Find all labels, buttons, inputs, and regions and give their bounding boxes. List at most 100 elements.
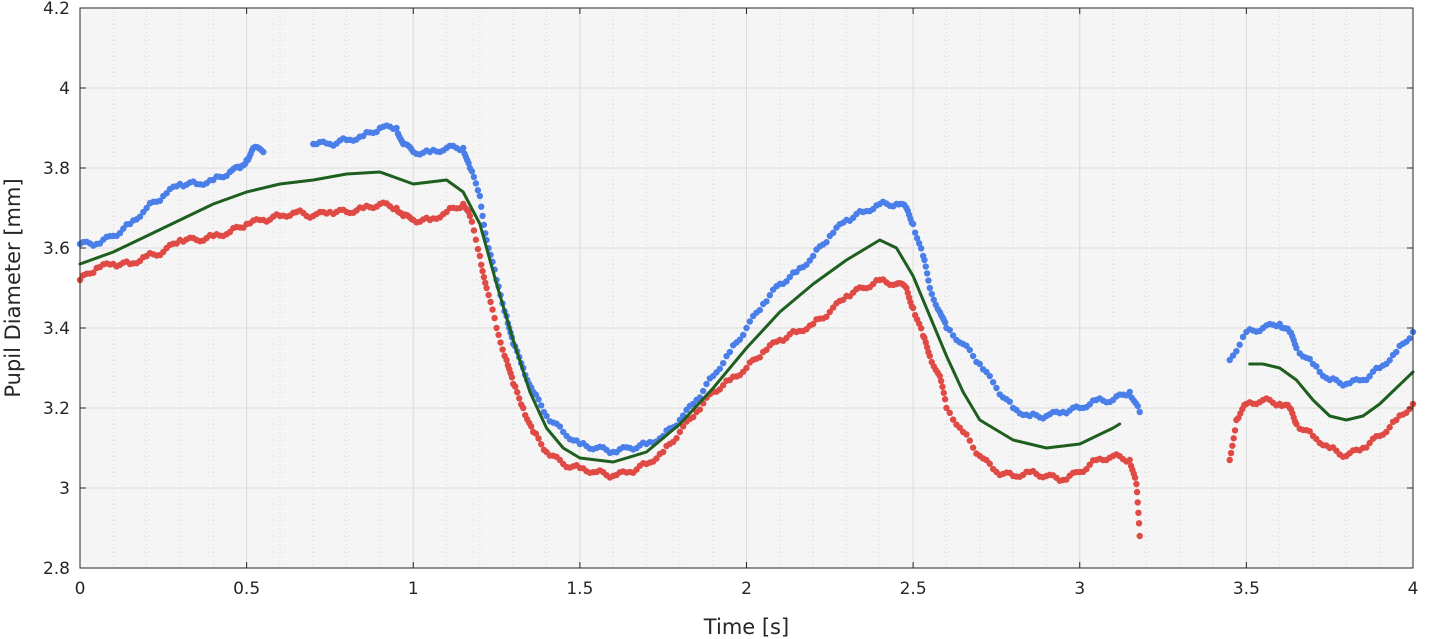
data-point [1135,509,1142,517]
data-point [966,437,973,444]
y-tick-label: 2.8 [43,559,70,579]
data-point [941,319,949,326]
data-point [1293,344,1300,352]
fitted-line [1248,362,1415,422]
data-point [926,352,933,360]
data-point [941,396,949,403]
data-point [946,409,953,417]
data-point [743,364,750,372]
data-point [921,256,928,264]
data-point [923,270,931,277]
data-point [716,365,724,372]
data-point [904,289,911,296]
x-tick-label: 0 [75,579,86,599]
data-point [1366,373,1373,380]
data-point [922,263,929,270]
data-point [1133,480,1140,488]
data-point [1239,333,1247,341]
series-green [78,170,1415,464]
data-point [1229,352,1237,359]
y-tick-label: 3.8 [43,159,70,179]
data-point [503,356,510,364]
data-point [703,380,710,388]
data-point [943,404,950,412]
y-tick-label: 3.2 [43,399,70,419]
data-point [993,384,1000,392]
y-tick-label: 3.4 [43,319,70,339]
x-tick-label: 3 [1074,579,1085,599]
data-point [478,203,485,210]
data-point [653,455,660,462]
data-point [1393,348,1400,356]
data-point [1363,444,1370,451]
data-point [260,148,267,156]
data-point [472,236,480,243]
data-point [719,382,727,389]
x-tick-label: 2 [741,579,752,599]
data-point [689,413,697,421]
data-point [474,187,482,194]
data-point [535,396,542,403]
data-point [1230,435,1237,442]
data-point [786,273,794,281]
data-point [470,227,478,234]
series-layer [76,122,1417,540]
data-point [1383,428,1390,436]
data-point [969,352,977,360]
data-point [1006,398,1013,405]
data-point [1083,465,1090,473]
data-point [478,261,485,268]
data-point [495,331,502,339]
data-point [480,273,488,281]
x-tick-label: 0.5 [233,579,260,599]
x-tick-label: 4 [1408,579,1419,599]
data-point [743,324,750,332]
data-point [535,435,542,442]
data-point [736,336,744,343]
data-point [986,460,993,467]
data-point [1393,416,1400,424]
data-point [491,314,498,322]
data-point [466,212,474,220]
tick-labels: 0 0.5 1 1.5 2 2.5 3 3.5 4 2.8 3 3.2 3.4 3.6 3.8 4 4.2 [43,0,1418,599]
data-point [1313,363,1320,370]
data-point [909,220,917,228]
data-point [949,332,957,339]
data-point [538,402,545,409]
data-point [1306,428,1313,435]
y-tick-label: 3 [59,479,70,499]
data-point [925,277,932,284]
data-point [1406,405,1413,413]
data-point [556,423,564,430]
x-tick-label: 3.5 [1233,579,1260,599]
data-point [986,372,993,380]
data-point [1229,442,1236,449]
data-point [1134,499,1141,506]
data-point [659,448,667,456]
data-point [976,360,983,368]
x-tick-label: 1 [408,579,419,599]
data-point [468,218,476,225]
data-point [989,378,997,386]
data-point [1227,449,1235,457]
data-point [917,245,925,252]
data-point [1134,402,1141,410]
data-point [1086,461,1093,468]
data-point [939,383,946,390]
y-axis-label: Pupil Diameter [mm] [1,178,25,397]
data-point [465,159,472,167]
data-point [803,261,810,268]
data-point [673,435,680,442]
data-point [482,279,489,287]
data-point [930,296,937,303]
data-point [476,252,484,260]
data-point [763,298,770,305]
data-point [826,308,834,316]
data-point [512,383,519,390]
data-point [1406,335,1413,342]
data-point [1226,456,1233,464]
fitted-line [78,170,1122,464]
data-point [143,204,150,212]
data-point [911,229,919,236]
